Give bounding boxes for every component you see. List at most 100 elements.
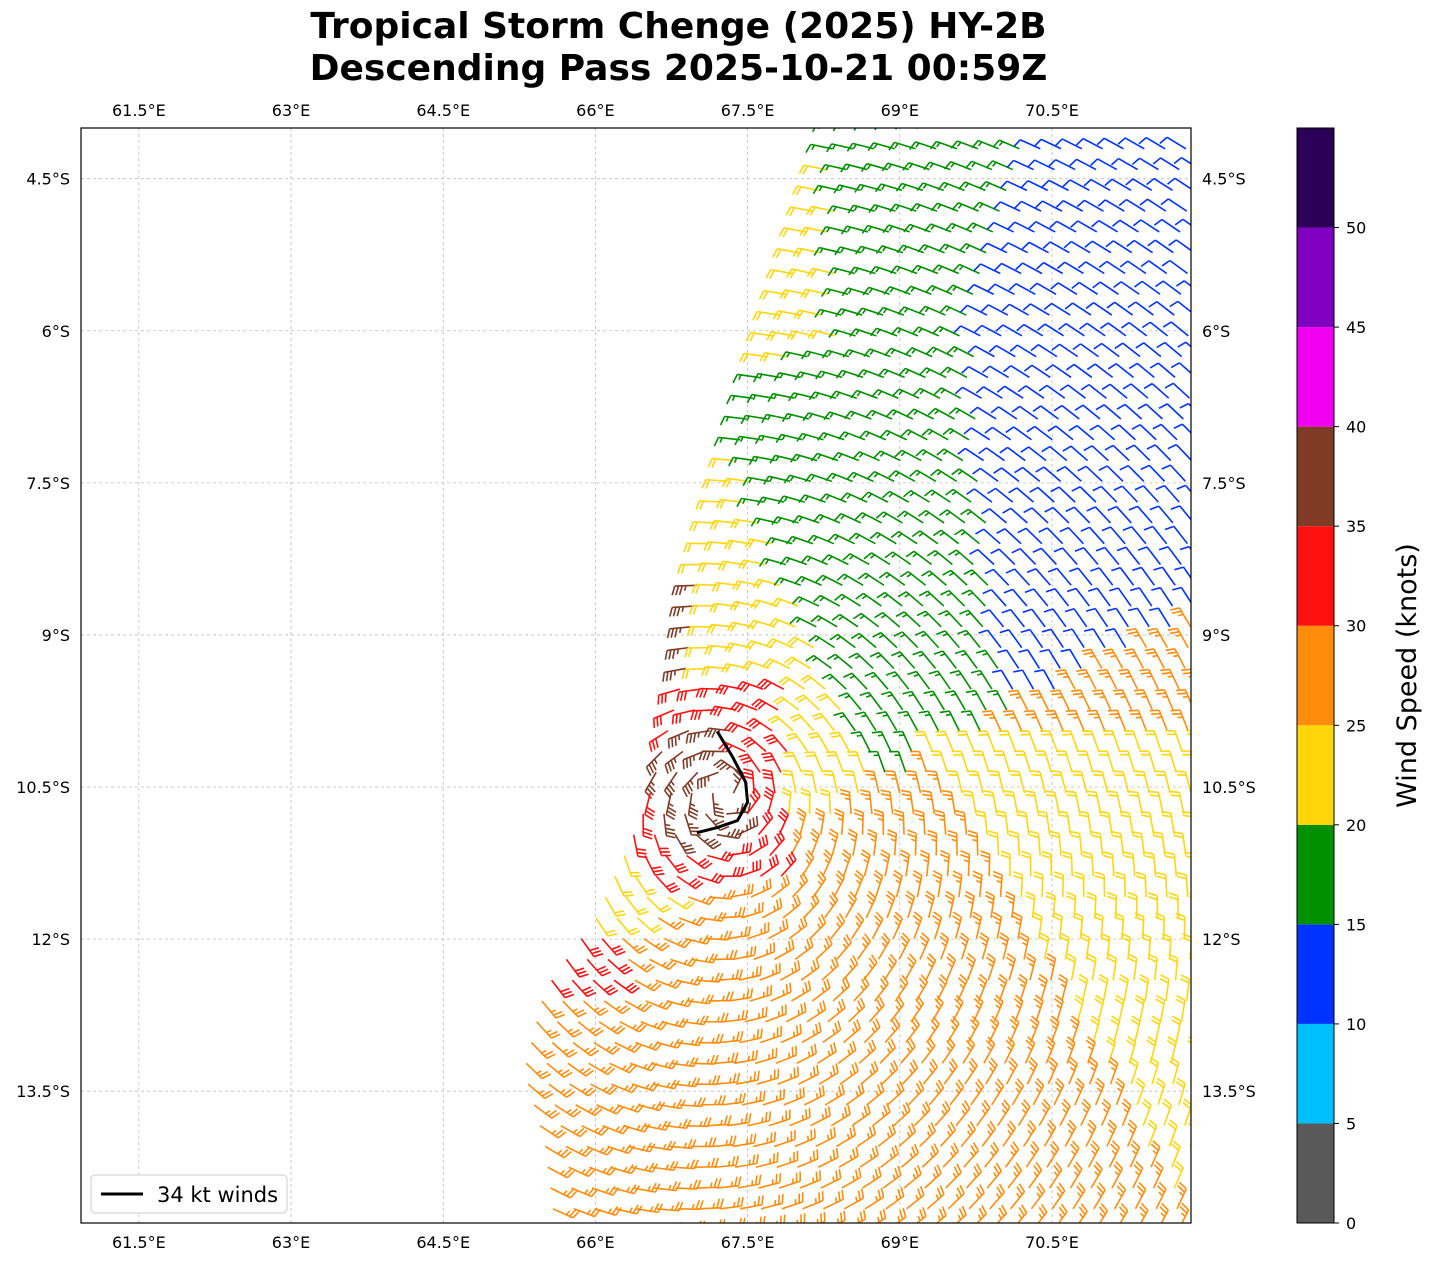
wind-barb: [833, 512, 862, 524]
wind-barb: [525, 1062, 551, 1080]
wind-barb: [634, 875, 657, 896]
wind-barb: [1076, 668, 1097, 690]
wind-barb: [703, 1012, 729, 1023]
wind-barb: [1139, 668, 1160, 690]
wind-barb: [655, 875, 681, 894]
wind-barb: [661, 1017, 689, 1028]
wind-barb: [1056, 750, 1073, 773]
wind-barb: [842, 955, 859, 981]
wind-barb: [1111, 219, 1139, 233]
wind-barb: [607, 958, 634, 975]
wind-barb: [1139, 1202, 1149, 1223]
wind-barb: [1057, 810, 1072, 835]
wind-barb: [890, 326, 919, 337]
wind-barb: [527, 1083, 554, 1100]
wind-barb: [1050, 689, 1070, 711]
wind-barb: [1016, 810, 1030, 835]
wind-barb: [963, 569, 989, 586]
wind-barb: [998, 730, 1017, 752]
wind-barb: [1057, 973, 1069, 1002]
wind-barb: [735, 681, 764, 693]
wind-barb: [1137, 403, 1164, 420]
wind-barb: [547, 1166, 575, 1179]
wind-barb: [931, 264, 960, 275]
wind-barb: [967, 1015, 980, 1043]
wind-barb: [812, 513, 841, 524]
wind-barb: [823, 1189, 845, 1210]
wind-barb: [711, 1135, 737, 1148]
wind-barb: [1118, 1202, 1129, 1223]
wind-barb: [834, 593, 861, 607]
wind-barb: [941, 1037, 956, 1064]
wind-barb: [972, 201, 1000, 212]
wind-barb: [1017, 527, 1043, 545]
wind-barb: [791, 872, 809, 898]
wind-barb: [916, 610, 942, 628]
wind-barb: [1065, 1036, 1076, 1064]
wind-barb: [571, 979, 597, 998]
wind-barb: [999, 932, 1010, 960]
wind-barb: [692, 1054, 719, 1065]
wind-barb: [593, 1041, 621, 1055]
wind-barb: [791, 596, 820, 607]
wind-barb: [697, 872, 726, 884]
wind-barb: [1043, 302, 1071, 316]
wind-barb: [740, 1195, 764, 1210]
wind-barb: [1000, 850, 1011, 877]
wind-barb: [1128, 128, 1131, 129]
wind-barb: [952, 263, 980, 275]
wind-barb: [755, 1152, 779, 1169]
wind-barb: [913, 1101, 931, 1127]
wind-barb: [869, 651, 895, 669]
wind-barb: [1196, 996, 1205, 1022]
wind-barb: [1098, 465, 1124, 482]
lon-tick-label-top: 69°E: [881, 101, 919, 120]
wind-barb: [991, 1078, 1005, 1106]
wind-barb: [539, 1125, 567, 1139]
wind-barb: [937, 610, 963, 628]
wind-barb: [1080, 526, 1105, 545]
wind-barb: [1132, 219, 1160, 233]
wind-barb: [1013, 139, 1041, 150]
wind-barb: [1171, 1140, 1181, 1168]
wind-barb: [1085, 302, 1113, 316]
wind-barb: [575, 1104, 603, 1117]
wind-barb: [1139, 974, 1150, 1002]
wind-barb: [803, 893, 820, 919]
wind-barb: [966, 283, 995, 295]
wind-barb: [972, 870, 983, 898]
wind-barb: [972, 467, 999, 482]
wind-barb: [1049, 220, 1077, 233]
wind-barb: [734, 1154, 759, 1169]
wind-barb: [754, 1047, 778, 1065]
wind-barb: [1085, 1036, 1096, 1064]
wind-barb: [556, 1021, 583, 1038]
wind-barb: [1162, 321, 1189, 337]
wind-barb: [762, 1088, 785, 1106]
wind-barb: [663, 813, 676, 839]
wind-barb: [1099, 810, 1113, 835]
wind-barb: [1036, 261, 1064, 275]
wind-barb: [1071, 486, 1097, 503]
wind-barb: [665, 792, 677, 821]
wind-barb: [844, 410, 872, 420]
colorbar-tick-label: 25: [1346, 716, 1366, 735]
lon-tick-label-top: 70.5°E: [1025, 101, 1079, 120]
wind-barb: [862, 954, 878, 981]
wind-barb: [876, 1208, 887, 1223]
wind-barb: [771, 874, 791, 898]
wind-barb: [883, 286, 911, 296]
wind-barb: [1128, 709, 1148, 732]
wind-barb: [1089, 424, 1116, 441]
wind-barb: [843, 672, 868, 690]
wind-barb: [824, 1084, 845, 1106]
lat-tick-label-left: 7.5°S: [26, 474, 70, 493]
wind-barb: [1131, 157, 1159, 171]
wind-barb: [1093, 912, 1104, 939]
wind-barb: [686, 625, 713, 636]
wind-barb: [926, 1016, 940, 1043]
wind-barb: [962, 790, 977, 815]
wind-barb: [546, 1062, 573, 1079]
wind-barb: [530, 1041, 556, 1060]
wind-barb: [1169, 607, 1191, 628]
